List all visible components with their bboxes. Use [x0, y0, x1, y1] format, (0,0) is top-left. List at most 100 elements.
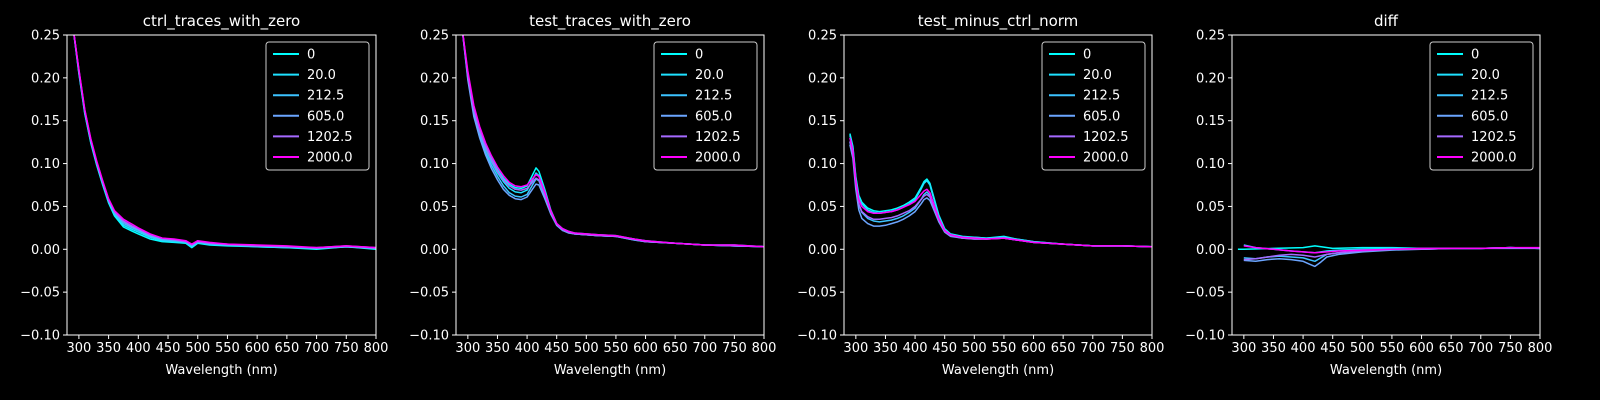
legend-label: 0 — [1471, 48, 1479, 63]
chart-panel-0: 300 350 400 450 500 550 600 650 700 750 800 −0.10 −0… — [20, 12, 388, 378]
x-axis-label: Wavelength (nm) — [165, 363, 277, 378]
x-tick-label: 300 — [66, 341, 91, 356]
legend: 0 20.0 212.5 605.0 1202.5 2000.0 — [653, 41, 758, 171]
x-tick-label: 550 — [215, 341, 240, 356]
x-tick-label: 650 — [274, 341, 299, 356]
y-tick-label: −0.10 — [409, 329, 449, 344]
axes-frame — [455, 34, 765, 336]
x-tick-label: 600 — [245, 341, 270, 356]
legend-label: 605.0 — [1471, 109, 1508, 124]
legend: 0 20.0 212.5 605.0 1202.5 2000.0 — [265, 41, 370, 171]
x-tick-label: 700 — [1080, 341, 1105, 356]
y-tick-label: 0.00 — [1196, 243, 1225, 258]
x-tick-label: 800 — [1528, 341, 1553, 356]
legend-label: 0 — [1083, 48, 1091, 63]
series-line-2-1 — [849, 135, 1152, 248]
x-tick-label: 500 — [185, 341, 210, 356]
x-tick-label: 700 — [1468, 341, 1493, 356]
chart-title: ctrl_traces_with_zero — [143, 12, 300, 31]
y-tick-label: 0.15 — [420, 114, 449, 129]
x-tick-label: 400 — [515, 341, 540, 356]
y-tick-label: 0.15 — [1196, 114, 1225, 129]
y-tick-label: −0.10 — [20, 329, 60, 344]
legend-label: 212.5 — [307, 89, 344, 104]
legend-label: 0 — [695, 48, 703, 63]
x-tick-label: 700 — [304, 341, 329, 356]
x-tick-label: 300 — [1231, 341, 1256, 356]
legend-label: 212.5 — [1083, 89, 1120, 104]
legend: 0 20.0 212.5 605.0 1202.5 2000.0 — [1041, 41, 1146, 171]
x-tick-label: 400 — [126, 341, 151, 356]
x-tick-label: 500 — [574, 341, 599, 356]
y-tick-label: −0.05 — [409, 286, 449, 301]
x-tick-label: 600 — [633, 341, 658, 356]
legend-label: 2000.0 — [307, 151, 353, 166]
chart-title: test_traces_with_zero — [529, 12, 691, 31]
y-tick-label: −0.10 — [797, 329, 837, 344]
x-tick-label: 600 — [1409, 341, 1434, 356]
legend-label: 0 — [307, 48, 315, 63]
chart-title: diff — [1374, 12, 1399, 30]
x-tick-label: 500 — [962, 341, 987, 356]
y-tick-label: 0.25 — [31, 29, 60, 44]
chart-panel-2: 300 350 400 450 500 550 600 650 700 750 800 −0.10 −0… — [797, 12, 1164, 378]
y-tick-label: 0.20 — [808, 71, 837, 86]
y-tick-label: 0.10 — [420, 157, 449, 172]
x-axis-label: Wavelength (nm) — [554, 363, 666, 378]
x-tick-label: 300 — [843, 341, 868, 356]
x-tick-label: 450 — [544, 341, 569, 356]
chart-panel-3: 300 350 400 450 500 550 600 650 700 750 800 −0.10 −0… — [1185, 12, 1552, 378]
y-tick-label: −0.05 — [797, 286, 837, 301]
y-tick-label: 0.20 — [420, 71, 449, 86]
y-tick-label: 0.05 — [31, 200, 60, 215]
y-tick-label: 0.10 — [808, 157, 837, 172]
x-tick-label: 750 — [722, 341, 747, 356]
y-tick-label: 0.00 — [31, 243, 60, 258]
x-tick-label: 800 — [364, 341, 389, 356]
legend-label: 2000.0 — [1083, 151, 1129, 166]
series-line-1-5 — [462, 35, 764, 248]
x-tick-label: 400 — [1291, 341, 1316, 356]
x-tick-label: 550 — [1380, 341, 1405, 356]
y-tick-label: 0.10 — [1196, 157, 1225, 172]
legend-label: 20.0 — [1083, 68, 1112, 83]
legend-label: 2000.0 — [1471, 151, 1517, 166]
legend-label: 1202.5 — [1083, 130, 1129, 145]
legend-label: 20.0 — [1471, 68, 1500, 83]
x-tick-label: 450 — [1320, 341, 1345, 356]
x-tick-label: 700 — [692, 341, 717, 356]
x-tick-label: 350 — [873, 341, 898, 356]
legend-label: 212.5 — [695, 89, 732, 104]
legend-label: 605.0 — [1083, 109, 1120, 124]
y-tick-label: 0.25 — [808, 29, 837, 44]
y-tick-label: 0.10 — [31, 157, 60, 172]
y-tick-label: 0.25 — [1196, 29, 1225, 44]
y-tick-label: −0.05 — [1185, 286, 1225, 301]
legend-label: 20.0 — [307, 68, 336, 83]
y-tick-label: −0.10 — [1185, 329, 1225, 344]
series-line-0-5 — [73, 35, 376, 249]
axes-frame — [66, 34, 377, 336]
y-tick-label: 0.20 — [31, 71, 60, 86]
x-tick-label: 350 — [485, 341, 510, 356]
x-tick-label: 350 — [1261, 341, 1286, 356]
x-tick-label: 550 — [992, 341, 1017, 356]
x-tick-label: 600 — [1021, 341, 1046, 356]
x-tick-label: 300 — [455, 341, 480, 356]
y-tick-label: 0.15 — [31, 114, 60, 129]
x-tick-label: 800 — [752, 341, 777, 356]
y-tick-label: 0.05 — [808, 200, 837, 215]
x-tick-label: 800 — [1140, 341, 1165, 356]
legend-label: 212.5 — [1471, 89, 1508, 104]
x-tick-label: 550 — [604, 341, 629, 356]
legend-label: 1202.5 — [307, 130, 353, 145]
y-tick-label: 0.05 — [420, 200, 449, 215]
legend: 0 20.0 212.5 605.0 1202.5 2000.0 — [1429, 41, 1534, 171]
x-tick-label: 500 — [1350, 341, 1375, 356]
series-line-2-5 — [849, 137, 1152, 248]
x-tick-label: 650 — [1439, 341, 1464, 356]
series-line-3-5 — [1243, 245, 1540, 254]
y-tick-label: 0.05 — [1196, 200, 1225, 215]
x-tick-label: 650 — [1051, 341, 1076, 356]
